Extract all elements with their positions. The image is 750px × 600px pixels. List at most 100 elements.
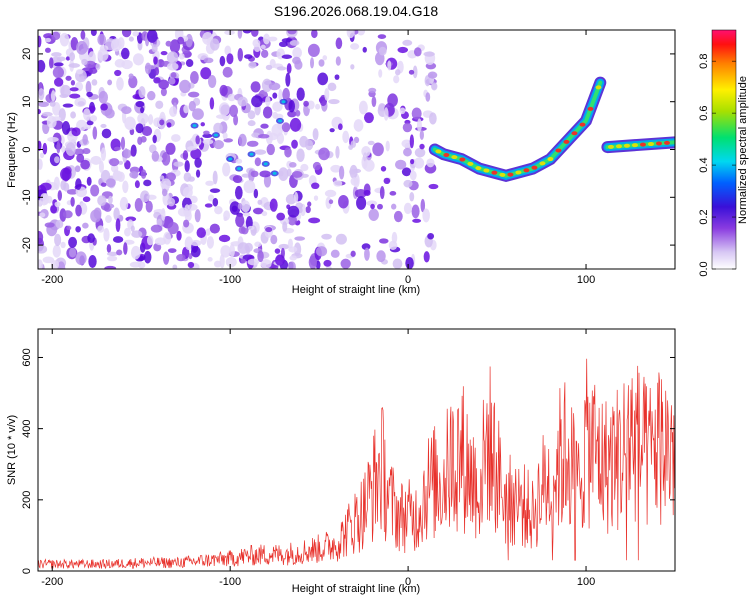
noise-blob	[317, 72, 329, 86]
noise-blob	[286, 63, 292, 74]
noise-blob	[380, 166, 387, 172]
noise-blob	[224, 45, 232, 56]
noise-blob	[207, 194, 215, 202]
noise-blob	[278, 167, 289, 182]
noise-blob	[140, 190, 150, 203]
noise-blob	[38, 140, 42, 151]
noise-blob	[224, 30, 235, 36]
noise-blob	[60, 180, 67, 191]
spectrogram-ridge	[428, 76, 675, 183]
noise-blob	[172, 264, 178, 269]
noise-blob	[296, 148, 305, 163]
noise-blob	[93, 207, 102, 220]
noise-blob	[57, 190, 63, 201]
noise-blob	[237, 96, 248, 107]
noise-blob	[86, 120, 94, 126]
noise-blob	[338, 165, 345, 180]
noise-blob	[38, 35, 42, 48]
x-tick-label: -200	[41, 274, 63, 286]
noise-blob	[209, 38, 220, 51]
streak-core	[277, 119, 282, 123]
noise-blob	[291, 139, 298, 149]
colorbar-tick-label: 0.2	[698, 209, 710, 224]
noise-blob	[285, 72, 291, 87]
noise-blob	[281, 38, 293, 43]
noise-blob	[89, 105, 96, 113]
noise-blob	[287, 30, 297, 35]
noise-blob	[38, 88, 45, 101]
y-tick-label: 0	[21, 568, 33, 574]
noise-blob	[349, 164, 358, 179]
ridge-peak	[623, 143, 630, 148]
noise-blob	[368, 87, 377, 93]
noise-blob	[274, 248, 281, 254]
noise-blob	[103, 227, 110, 242]
noise-blob	[194, 157, 202, 168]
noise-blob	[60, 84, 71, 98]
noise-blob	[60, 167, 72, 181]
noise-blob	[202, 139, 214, 145]
noise-blob	[218, 234, 231, 243]
y-tick-label: 600	[21, 348, 33, 366]
noise-blob	[328, 98, 340, 105]
noise-blob	[89, 115, 98, 122]
noise-blob	[338, 194, 349, 209]
noise-blob	[335, 145, 340, 159]
noise-blob	[106, 251, 119, 257]
ridge-peak	[615, 144, 622, 149]
noise-blob	[363, 112, 374, 124]
noise-blob	[243, 180, 256, 194]
noise-blob	[247, 110, 256, 120]
noise-blob	[165, 40, 172, 47]
noise-blob	[70, 111, 76, 119]
noise-blob	[171, 97, 179, 106]
noise-blob	[304, 139, 314, 151]
noise-blob	[257, 250, 264, 263]
colorbar-tick-label: 0.0	[698, 261, 710, 276]
streak-core	[263, 162, 268, 166]
noise-blob	[176, 230, 182, 241]
noise-blob	[52, 244, 61, 258]
noise-blob	[208, 75, 217, 89]
snr-frame	[37, 328, 676, 572]
noise-blob	[392, 258, 403, 269]
noise-blob	[251, 132, 261, 138]
colorbar-label: Normalized spectral amplitude	[737, 76, 749, 224]
ridge-peak	[523, 168, 530, 173]
noise-blob	[257, 134, 270, 139]
noise-blob	[65, 142, 76, 156]
noise-blob	[38, 101, 50, 107]
noise-blob	[121, 106, 132, 115]
ridge-peak	[467, 161, 474, 166]
noise-blob	[354, 188, 367, 198]
noise-blob	[238, 226, 246, 234]
noise-blob	[328, 199, 334, 205]
noise-blob	[153, 56, 158, 65]
noise-blob	[138, 86, 146, 99]
noise-blob	[268, 82, 281, 91]
noise-blob	[86, 176, 92, 186]
noise-blob	[38, 245, 48, 254]
noise-blob	[100, 123, 107, 128]
noise-blob	[226, 53, 234, 65]
noise-blob	[187, 203, 198, 211]
noise-blob	[346, 30, 355, 39]
noise-blob	[153, 77, 161, 84]
noise-blob	[388, 240, 398, 251]
noise-blob	[80, 159, 90, 170]
noise-blob	[140, 135, 147, 143]
noise-blob	[190, 70, 199, 85]
noise-blob	[112, 236, 124, 243]
ridge-peak	[647, 142, 654, 147]
colorbar: 0.0 0.2 0.4 0.6 0.8 Normalized spectral ampl…	[698, 29, 749, 277]
snr-y-label: SNR (10 * v/v)	[6, 415, 18, 485]
noise-blob	[190, 239, 202, 247]
noise-blob	[209, 188, 221, 193]
noise-blob	[330, 164, 342, 173]
noise-blob	[82, 196, 91, 203]
noise-blob	[75, 226, 81, 233]
noise-blob	[185, 59, 194, 68]
noise-blob	[259, 170, 271, 178]
noise-blob	[90, 155, 102, 165]
noise-blob	[188, 100, 196, 112]
